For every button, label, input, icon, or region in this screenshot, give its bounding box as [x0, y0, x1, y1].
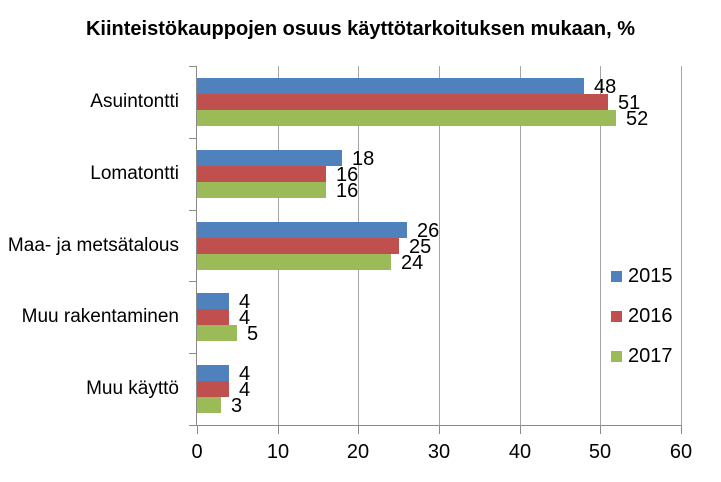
- bar-2017-cat0: [197, 110, 616, 126]
- y-axis-tick: [189, 425, 197, 426]
- bar-2017-cat3: [197, 325, 237, 341]
- x-tick-label-50: 50: [588, 441, 612, 463]
- bar-value-label-2016-cat3: 4: [239, 307, 251, 329]
- legend-item-2017: 2017: [611, 344, 673, 368]
- bar-value-label-2017-cat2: 24: [401, 252, 424, 274]
- bar-2017-cat2: [197, 254, 391, 270]
- y-axis-tick: [189, 66, 197, 67]
- gridline-40: [520, 66, 521, 425]
- x-axis-tick: [358, 425, 359, 434]
- bar-2015-cat0: [197, 78, 584, 94]
- bar-2016-cat3: [197, 309, 229, 325]
- bar-2015-cat2: [197, 222, 407, 238]
- bar-value-label-2017-cat1: 16: [336, 180, 359, 202]
- x-axis-tick: [681, 425, 682, 434]
- category-label-3: Muu rakentaminen: [21, 306, 179, 327]
- category-label-4: Muu käyttö: [86, 378, 179, 399]
- bar-2015-cat4: [197, 365, 229, 381]
- legend-item-2016: 2016: [611, 304, 673, 328]
- legend-label-2016: 2016: [628, 305, 673, 327]
- x-tick-label-20: 20: [346, 441, 370, 463]
- category-label-2: Maa- ja metsätalous: [7, 235, 179, 256]
- bar-value-label-2016-cat0: 51: [618, 92, 641, 114]
- bar-value-label-2016-cat1: 16: [336, 164, 359, 186]
- x-tick-label-0: 0: [191, 441, 203, 463]
- bar-value-label-2017-cat3: 5: [247, 323, 259, 345]
- bar-value-label-2015-cat4: 4: [239, 363, 251, 385]
- gridline-50: [600, 66, 601, 425]
- bar-value-label-2015-cat0: 48: [594, 76, 617, 98]
- bar-2017-cat4: [197, 397, 221, 413]
- bar-value-label-2015-cat1: 18: [352, 148, 375, 170]
- bar-value-label-2015-cat2: 26: [417, 220, 440, 242]
- x-axis-tick: [197, 425, 198, 434]
- bar-2017-cat1: [197, 182, 326, 198]
- bar-2016-cat2: [197, 238, 399, 254]
- bar-value-label-2016-cat2: 25: [409, 236, 432, 258]
- y-axis-tick: [189, 281, 197, 282]
- legend-label-2017: 2017: [628, 345, 673, 367]
- x-tick-label-30: 30: [427, 441, 451, 463]
- gridline-30: [439, 66, 440, 425]
- legend-swatch-2016: [611, 310, 622, 322]
- gridline-60: [681, 66, 682, 425]
- category-label-1: Lomatontti: [90, 163, 179, 184]
- bar-value-label-2015-cat3: 4: [239, 291, 251, 313]
- y-axis-tick: [189, 210, 197, 211]
- legend-label-2015: 2015: [628, 265, 673, 287]
- bar-2015-cat3: [197, 293, 229, 309]
- legend-swatch-2015: [611, 270, 622, 282]
- x-tick-label-40: 40: [508, 441, 532, 463]
- x-tick-label-10: 10: [266, 441, 290, 463]
- chart-title: Kiinteistökauppojen osuus käyttötarkoitu…: [85, 18, 635, 40]
- x-axis-tick: [278, 425, 279, 434]
- bar-value-label-2017-cat4: 3: [231, 395, 243, 417]
- bar-2016-cat0: [197, 94, 608, 110]
- bar-value-label-2017-cat0: 52: [626, 108, 649, 130]
- category-label-0: Asuintontti: [90, 91, 179, 112]
- x-axis-tick: [600, 425, 601, 434]
- legend-swatch-2017: [611, 350, 622, 362]
- y-axis-line: [196, 66, 197, 426]
- y-axis-tick: [189, 353, 197, 354]
- bar-2016-cat4: [197, 381, 229, 397]
- x-axis-tick: [439, 425, 440, 434]
- x-axis-tick: [520, 425, 521, 434]
- bar-2015-cat1: [197, 150, 342, 166]
- bar-value-label-2016-cat4: 4: [239, 379, 251, 401]
- bar-2016-cat1: [197, 166, 326, 182]
- y-axis-tick: [189, 138, 197, 139]
- x-tick-label-60: 60: [669, 441, 693, 463]
- legend-item-2015: 2015: [611, 264, 673, 288]
